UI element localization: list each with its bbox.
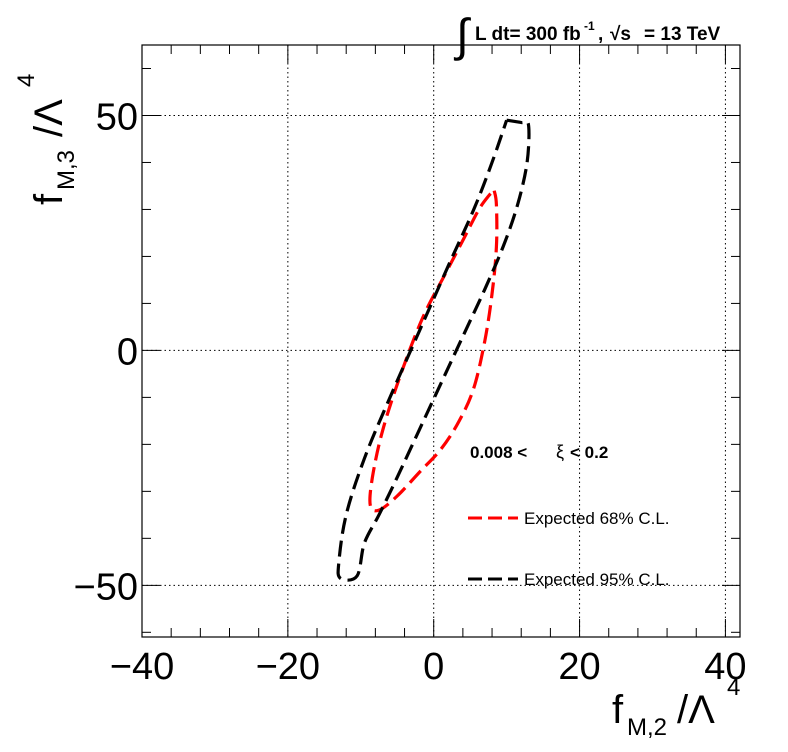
- y-axis-title-sup: 4: [13, 74, 40, 87]
- contour-series-1: [336, 118, 531, 582]
- x-tick-label-1: −20: [256, 646, 320, 688]
- x-axis-title-rest: /Λ: [677, 688, 715, 732]
- x-tick-label-4: 40: [704, 646, 746, 688]
- legend: Expected 68% C.L. Expected 95% C.L.: [468, 509, 670, 589]
- x-axis-title-sup: 4: [727, 674, 740, 701]
- x-axis-title-base: f: [612, 688, 624, 732]
- x-axis-title-sub: M,2: [627, 714, 667, 741]
- x-axis-title: f M,2 /Λ 4: [612, 674, 740, 741]
- legend-label-68: Expected 68% C.L.: [524, 509, 670, 528]
- annotation-left: 0.008 <: [470, 443, 527, 462]
- title-energy: = 13 TeV: [644, 24, 721, 45]
- contour-series: [336, 118, 531, 582]
- y-axis-title: f M,3 /Λ 4: [13, 74, 80, 205]
- y-tick-label-2: 50: [96, 96, 138, 138]
- grid-lines: [142, 45, 740, 637]
- integral-symbol: ∫: [453, 9, 471, 61]
- contour-series-0: [368, 189, 499, 513]
- legend-label-95: Expected 95% C.L.: [524, 570, 670, 589]
- y-axis-title-rest: /Λ: [27, 99, 71, 137]
- x-tick-labels: −40 −20 0 20 40: [110, 646, 747, 688]
- plot-frame: [141, 44, 741, 638]
- x-tick-label-0: −40: [110, 646, 174, 688]
- title-sqrt-s: √s: [610, 24, 631, 45]
- x-tick-label-3: 20: [558, 646, 600, 688]
- axis-ticks: [141, 45, 740, 637]
- title-luminosity: L dt= 300 fb: [475, 24, 581, 45]
- title-separator: ,: [598, 24, 603, 45]
- annotation-right: < 0.2: [570, 443, 608, 462]
- annotation-xi: ξ: [556, 442, 564, 462]
- xi-range-annotation: 0.008 < ξ < 0.2: [470, 442, 608, 462]
- title-luminosity-exponent: -1: [584, 19, 595, 33]
- y-tick-label-0: −50: [74, 566, 138, 608]
- y-tick-labels: −50 0 50: [74, 96, 138, 608]
- plot-title: ∫ L dt= 300 fb -1 , √s = 13 TeV: [453, 9, 721, 61]
- x-tick-label-2: 0: [423, 646, 444, 688]
- y-tick-label-1: 0: [117, 331, 138, 373]
- y-axis-title-sub: M,3: [53, 150, 80, 190]
- y-axis-title-base: f: [27, 193, 71, 205]
